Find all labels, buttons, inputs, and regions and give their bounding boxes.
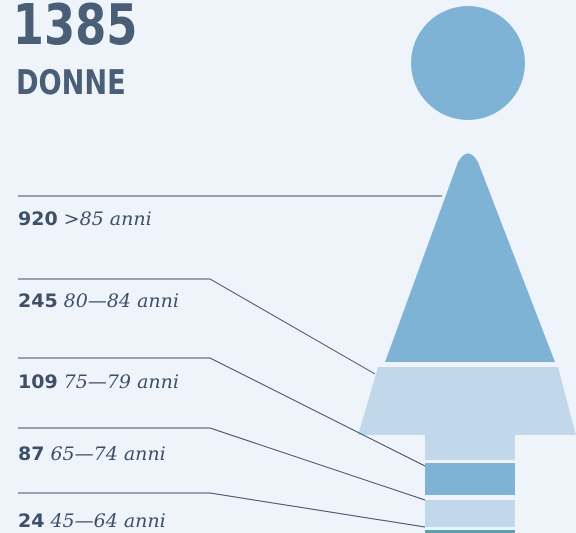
group-age: 80—84 anni xyxy=(64,290,179,312)
group-age: 45—64 anni xyxy=(49,510,165,532)
group-age: 75—79 anni xyxy=(64,371,179,393)
total: 1385 xyxy=(13,0,138,57)
group-value: 87 xyxy=(18,443,44,465)
group-labels: 920 >85 anni 245 80—84 anni 109 75—79 anni 87 6… xyxy=(18,208,179,532)
group-label: 109 75—79 anni xyxy=(18,371,179,393)
total-label: DONNE xyxy=(16,63,126,103)
leader-line xyxy=(18,492,426,528)
leader-line xyxy=(18,357,426,467)
stem-segment xyxy=(425,530,515,533)
head xyxy=(411,6,525,120)
group-value: 24 xyxy=(18,510,44,532)
leader-line xyxy=(18,427,426,501)
stem-segment xyxy=(425,500,515,527)
body xyxy=(385,153,555,362)
group-value: 245 xyxy=(18,290,58,312)
group-age: >85 anni xyxy=(64,208,152,230)
group-age: 65—74 anni xyxy=(50,443,165,465)
stem-top xyxy=(425,435,515,460)
group-label: 87 65—74 anni xyxy=(18,443,166,465)
group-label: 24 45—64 anni xyxy=(18,510,166,532)
group-label: 245 80—84 anni xyxy=(18,290,179,312)
group-label: 920 >85 anni xyxy=(18,208,152,230)
stem-segment xyxy=(425,463,515,495)
leader-line xyxy=(18,278,376,375)
group-value: 109 xyxy=(18,371,58,393)
skirt xyxy=(358,367,576,435)
group-value: 920 xyxy=(18,208,58,230)
